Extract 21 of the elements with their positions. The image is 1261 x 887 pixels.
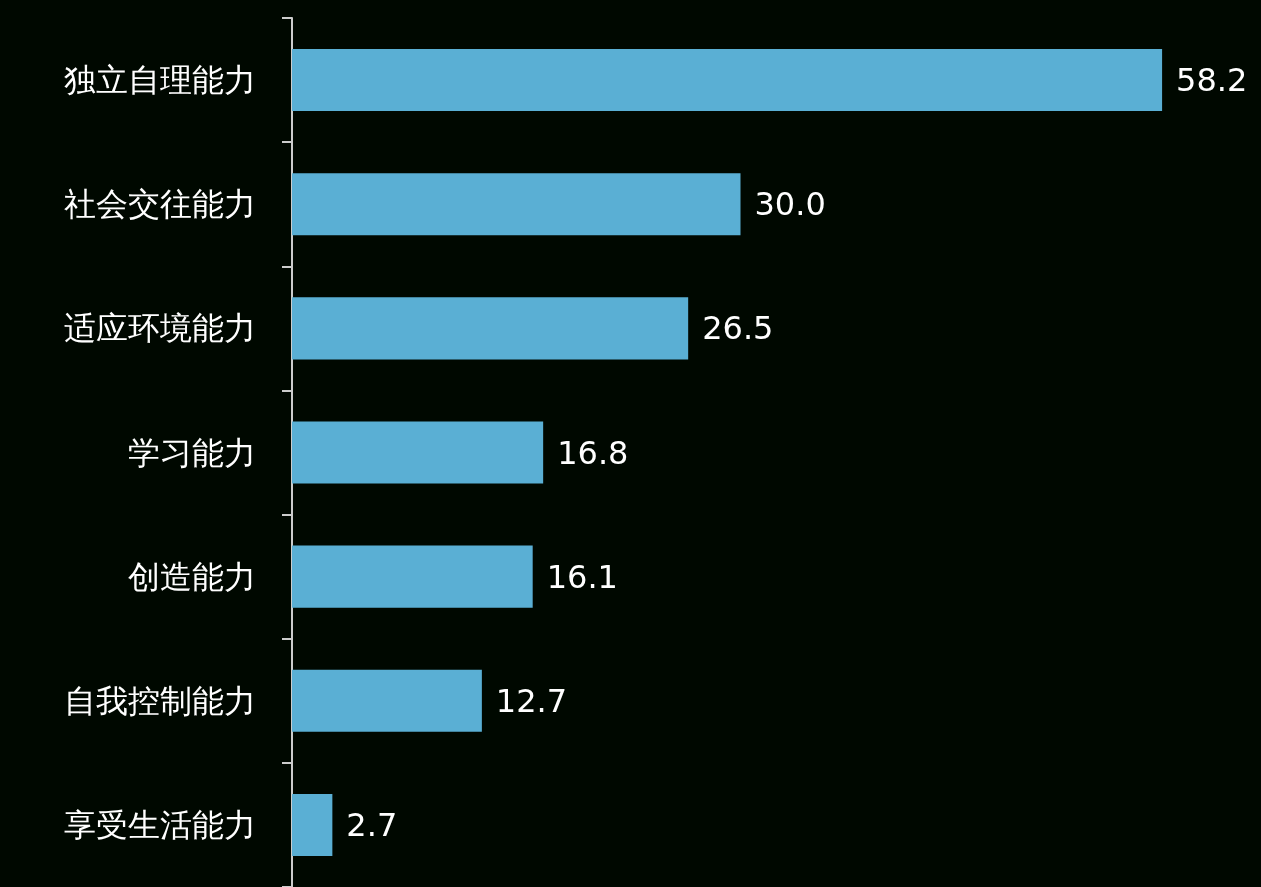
y-tick-label: 学习能力 bbox=[128, 433, 256, 472]
y-tick-label: 独立自理能力 bbox=[64, 61, 256, 100]
data-label: 16.1 bbox=[546, 557, 618, 596]
bar bbox=[292, 545, 533, 608]
data-label: 58.2 bbox=[1176, 61, 1248, 100]
y-tick-label: 适应环境能力 bbox=[64, 309, 256, 348]
y-tick-label: 创造能力 bbox=[128, 557, 256, 596]
bar bbox=[292, 793, 333, 856]
bar bbox=[292, 49, 1163, 112]
data-label: 26.5 bbox=[702, 309, 774, 348]
bar bbox=[292, 173, 741, 236]
y-tick-label: 社会交往能力 bbox=[64, 185, 256, 224]
bar bbox=[292, 669, 482, 732]
y-tick-label: 自我控制能力 bbox=[64, 681, 256, 720]
data-label: 16.8 bbox=[557, 433, 629, 472]
data-label: 30.0 bbox=[754, 185, 826, 224]
y-tick-label: 享受生活能力 bbox=[64, 805, 256, 844]
bar bbox=[292, 421, 544, 484]
data-label: 2.7 bbox=[346, 805, 398, 844]
bar bbox=[292, 297, 689, 360]
data-label: 12.7 bbox=[495, 681, 568, 720]
